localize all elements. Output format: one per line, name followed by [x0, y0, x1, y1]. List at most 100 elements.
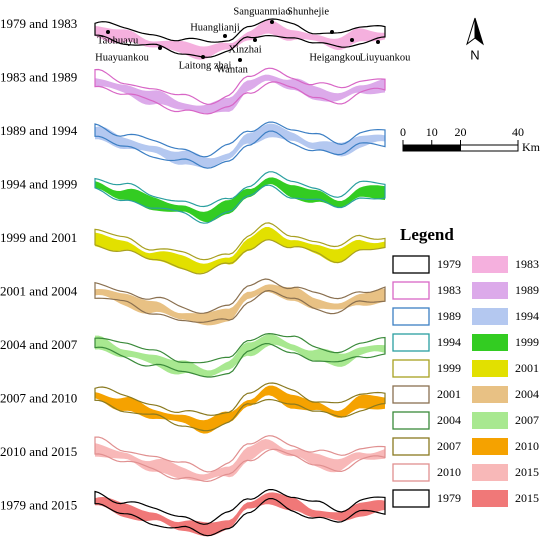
north-arrow-left	[466, 17, 476, 46]
scale-unit: Km	[522, 140, 541, 154]
legend-label: 1989	[437, 309, 461, 323]
legend-outline-swatch	[392, 307, 430, 326]
legend-outline-swatch	[392, 489, 430, 508]
river-outline	[94, 18, 386, 58]
river-change	[95, 19, 385, 60]
river-outline	[94, 382, 386, 432]
legend-label: 2015	[515, 465, 539, 479]
legend-fill-swatch	[472, 256, 508, 273]
north-arrow: N	[466, 17, 484, 62]
river-outline	[94, 222, 386, 275]
legend-label: 1979	[437, 491, 461, 505]
place-name: Huayuankou	[95, 52, 149, 63]
legend-label: 2001	[515, 361, 539, 375]
scale-segment	[431, 144, 461, 152]
legend-fill-swatch	[472, 334, 508, 351]
place-name: Liuyuankou	[360, 52, 411, 63]
river-outline	[94, 489, 386, 537]
legend-outline-swatch	[392, 359, 430, 378]
legend-fill-swatch	[472, 490, 508, 507]
legend-fill-swatch	[472, 282, 508, 299]
north-arrow-right	[474, 17, 484, 46]
river-change	[95, 177, 385, 223]
panel-label: 1999 and 2001	[0, 230, 77, 245]
legend-label: 1983	[515, 257, 539, 271]
place-name: Laitong zhai	[179, 60, 232, 71]
place-name: Huanglianji	[190, 22, 240, 33]
place-dot	[158, 46, 162, 50]
place-name: Sanguanmiao	[233, 6, 290, 17]
legend-fill-swatch	[472, 464, 508, 481]
panel: 1999 and 2001	[0, 222, 386, 275]
legend-label: 2010	[437, 465, 461, 479]
panel-label: 1979 and 1983	[0, 16, 77, 31]
river-outline	[94, 435, 386, 483]
scale-label: 20	[455, 125, 467, 139]
legend-fill-swatch	[472, 438, 508, 455]
river-outline	[94, 67, 386, 115]
panel: 2010 and 2015	[0, 435, 386, 483]
place-name: Heigangkou	[309, 52, 361, 63]
legend-outline-swatch	[392, 411, 430, 430]
river-change	[95, 439, 385, 481]
place-name: Taohuayu	[97, 35, 139, 46]
legend-fill-swatch	[472, 308, 508, 325]
panel: 1979 and 2015	[0, 489, 386, 537]
north-label: N	[470, 47, 479, 62]
river-outline	[94, 121, 386, 169]
place-name: Shunhejie	[287, 6, 329, 17]
river-change	[95, 123, 385, 168]
legend-label: 2015	[515, 491, 539, 505]
river-change	[95, 492, 385, 537]
legend-label: 2007	[515, 413, 539, 427]
legend-outline-swatch	[392, 333, 430, 352]
scale-label: 0	[400, 125, 406, 139]
panel-label: 2004 and 2007	[0, 337, 78, 352]
legend-label: 1983	[437, 283, 461, 297]
legend-outline-swatch	[392, 281, 430, 300]
legend-title: Legend	[400, 225, 454, 244]
panel-label: 1979 and 2015	[0, 497, 77, 512]
scale-segment	[402, 144, 433, 152]
legend-outline-swatch	[392, 255, 430, 274]
scale-label: 10	[426, 125, 438, 139]
panel: 1983 and 1989	[0, 67, 386, 115]
scale-segment	[460, 144, 519, 152]
panel: 1994 and 1999	[0, 171, 386, 224]
legend-fill-swatch	[472, 360, 508, 377]
legend-label: 1979	[437, 257, 461, 271]
river-outline	[94, 278, 386, 324]
panel-label: 2001 and 2004	[0, 283, 78, 298]
legend-outline-swatch	[392, 385, 430, 404]
legend-label: 2004	[437, 413, 461, 427]
place-dot	[238, 58, 242, 62]
river-change	[95, 334, 385, 377]
legend-label: 1989	[515, 283, 539, 297]
place-dot	[350, 38, 354, 42]
legend-label: 2001	[437, 387, 461, 401]
legend-label: 2010	[515, 439, 539, 453]
place-dot	[376, 40, 380, 44]
panel: 1979 and 1983	[0, 16, 386, 60]
panel-label: 1983 and 1989	[0, 69, 77, 84]
panel: 2001 and 2004	[0, 278, 386, 326]
panel-label: 1989 and 1994	[0, 123, 78, 138]
place-name: Xinzhai	[228, 44, 261, 55]
panel-label: 2007 and 2010	[0, 390, 77, 405]
river-change	[95, 74, 385, 114]
panel-label: 1994 and 1999	[0, 176, 77, 191]
place-dot	[330, 30, 334, 34]
place-dot	[223, 34, 227, 38]
legend-label: 1994	[515, 309, 539, 323]
place-dot	[253, 38, 257, 42]
place-dot	[270, 20, 274, 24]
legend-label: 2004	[515, 387, 539, 401]
river-outline	[94, 171, 386, 224]
legend-outline-swatch	[392, 437, 430, 456]
river-outline	[94, 332, 386, 378]
river-change	[95, 227, 385, 274]
legend-label: 2007	[437, 439, 461, 453]
legend-label: 1999	[437, 361, 461, 375]
